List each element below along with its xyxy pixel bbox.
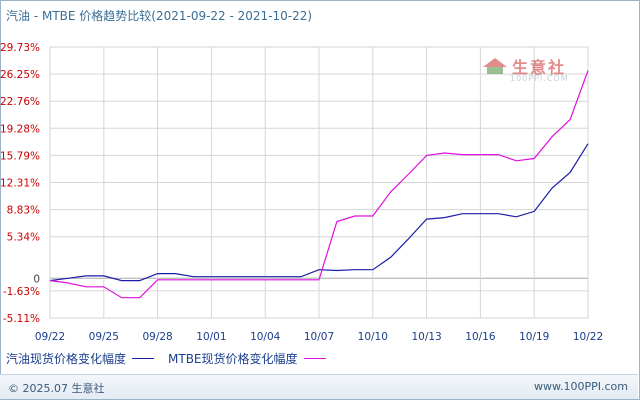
- x-tick-label: 10/01: [196, 331, 226, 343]
- y-tick-label: 29.73%: [0, 42, 40, 54]
- y-tick-label: -1.63%: [3, 286, 40, 298]
- series-line-gasoline: [49, 143, 589, 282]
- y-tick-label: 22.76%: [0, 96, 40, 108]
- watermark: 生意社 100PPI.COM: [482, 54, 568, 83]
- footer-link[interactable]: www.100PPI.com: [534, 380, 628, 393]
- y-tick-label: 0: [33, 273, 40, 285]
- y-tick-label: -5.11%: [3, 313, 40, 325]
- chart-title: 汽油 - MTBE 价格趋势比较(2021-09-22 - 2021-10-22…: [6, 9, 313, 23]
- x-tick-label: 10/16: [465, 331, 496, 343]
- y-tick-label: 5.34%: [7, 232, 40, 244]
- series-line-mtbe: [49, 70, 589, 299]
- y-tick-label: 8.83%: [7, 205, 40, 217]
- x-tick-label: 09/28: [142, 331, 172, 343]
- x-tick-label: 10/22: [573, 331, 603, 343]
- x-tick-label: 09/25: [89, 331, 119, 343]
- x-tick-label: 10/07: [304, 331, 334, 343]
- x-tick-label: 10/13: [411, 331, 441, 343]
- legend-label-gasoline: 汽油现货价格变化幅度: [6, 352, 127, 366]
- x-tick-label: 10/04: [250, 331, 281, 343]
- x-tick-label: 10/10: [358, 331, 388, 343]
- x-tick-label: 10/19: [519, 331, 549, 343]
- x-tick-label: 09/22: [35, 331, 65, 343]
- house-logo-icon: [483, 58, 507, 74]
- y-tick-label: 26.25%: [0, 69, 40, 81]
- y-tick-label: 12.31%: [0, 178, 40, 190]
- legend-swatch-mtbe: [303, 358, 326, 359]
- y-tick-label: 15.79%: [0, 150, 40, 162]
- legend: 汽油现货价格变化幅度 MTBE现货价格变化幅度: [6, 350, 340, 367]
- legend-label-mtbe: MTBE现货价格变化幅度: [168, 352, 298, 366]
- legend-swatch-gasoline: [132, 358, 155, 359]
- copyright-text: © 2025.07 生意社: [8, 382, 105, 395]
- y-tick-label: 19.28%: [0, 123, 40, 135]
- watermark-url: 100PPI.COM: [510, 74, 569, 83]
- watermark-text: 生意社: [512, 58, 567, 77]
- footer-bar: © 2025.07 生意社 www.100PPI.com: [0, 374, 638, 399]
